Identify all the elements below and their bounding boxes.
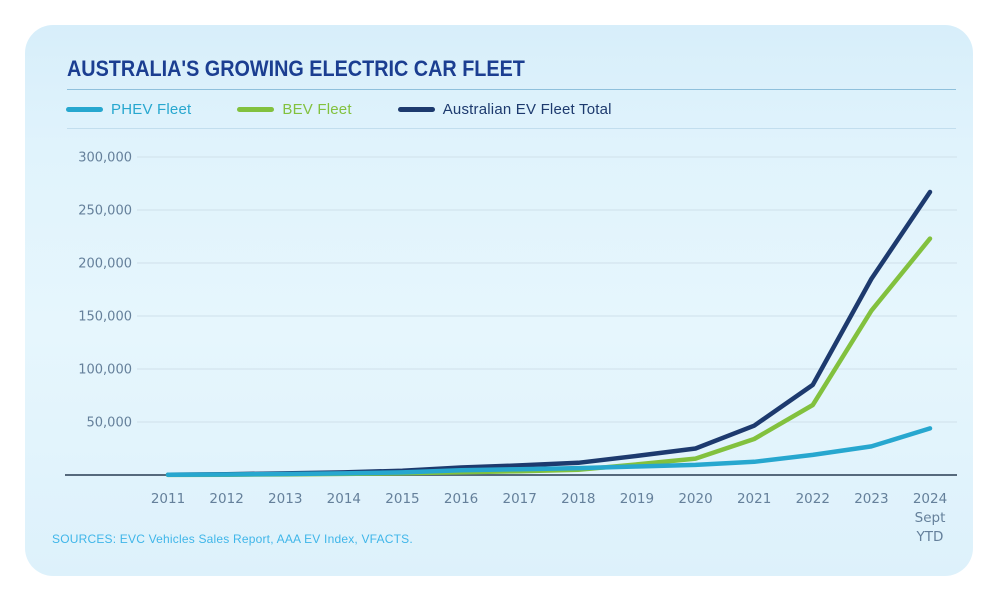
legend-divider — [67, 128, 956, 129]
infographic-card: AUSTRALIA'S GROWING ELECTRIC CAR FLEET P… — [25, 25, 973, 576]
legend-item-total: Australian EV Fleet Total — [397, 100, 612, 118]
legend-label-total: Australian EV Fleet Total — [442, 100, 612, 118]
total-line-swatch — [397, 106, 435, 112]
legend-item-phev: PHEV Fleet — [66, 101, 191, 118]
bev-line-swatch — [237, 106, 275, 112]
phev-line-swatch — [66, 106, 103, 112]
legend-item-bev: BEV Fleet — [237, 100, 352, 118]
legend-label-phev: PHEV Fleet — [111, 100, 192, 118]
legend-label-bev: BEV Fleet — [282, 100, 352, 118]
sources-note: SOURCES: EVC Vehicles Sales Report, AAA … — [52, 532, 413, 546]
title-divider — [67, 89, 956, 90]
page-title: AUSTRALIA'S GROWING ELECTRIC CAR FLEET — [67, 56, 525, 81]
chart-legend: PHEV Fleet BEV Fleet Australian EV Fleet… — [66, 97, 612, 121]
